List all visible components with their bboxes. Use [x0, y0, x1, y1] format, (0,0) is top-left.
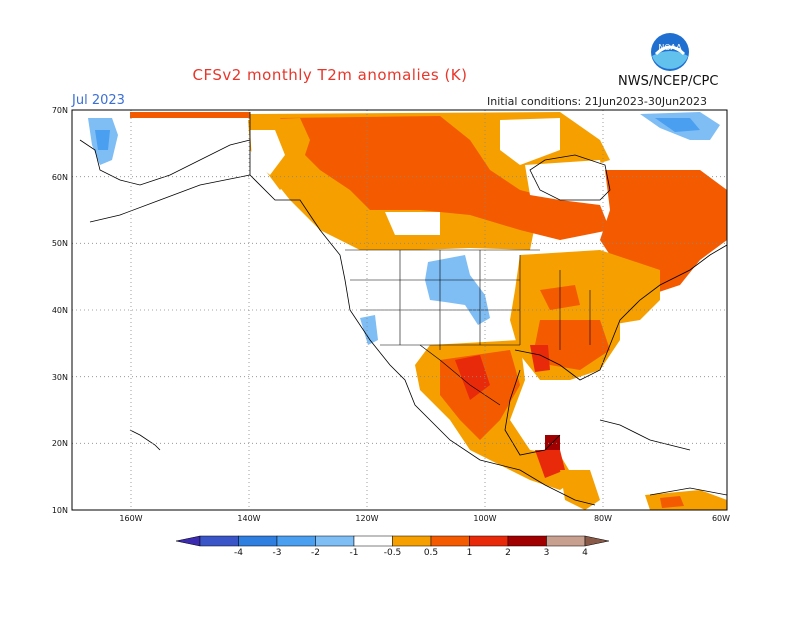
colorbar-swatch — [469, 535, 509, 547]
lat-tick-label: 50N — [52, 239, 68, 248]
colorbar-arrow-low — [175, 535, 201, 547]
lon-ticks: 160W 140W 120W 100W 80W 60W — [119, 514, 730, 523]
colorbar: -4 -3 -2 -1 -0.5 0.5 1 2 3 4 — [175, 535, 610, 558]
lat-tick-label: 30N — [52, 373, 68, 382]
colorbar-swatch — [238, 535, 278, 547]
lat-tick-label: 20N — [52, 439, 68, 448]
colorbar-label: 0.5 — [424, 548, 438, 558]
initial-conditions: Initial conditions: 21Jun2023-30Jun2023 — [487, 95, 708, 108]
colorbar-label: 1 — [467, 548, 473, 558]
map-title: CFSv2 monthly T2m anomalies (K) — [192, 66, 468, 84]
colorbar-label: -1 — [350, 548, 359, 558]
map-frame — [71, 109, 728, 511]
colorbar-label: 2 — [505, 548, 511, 558]
colorbar-swatch — [430, 535, 470, 547]
colorbar-label: -2 — [311, 548, 320, 558]
colorbar-label: 4 — [582, 548, 588, 558]
colorbar-swatch — [392, 535, 432, 547]
anomaly-shading — [88, 112, 727, 510]
colorbar-swatch — [199, 535, 239, 547]
lat-tick-label: 40N — [52, 306, 68, 315]
lat-tick-label: 70N — [52, 106, 68, 115]
colorbar-swatch — [507, 535, 547, 547]
lon-tick-label: 160W — [119, 514, 142, 523]
lon-tick-label: 120W — [355, 514, 378, 523]
colorbar-label: -3 — [273, 548, 282, 558]
colorbar-swatch — [315, 535, 355, 547]
logo-text: NOAA — [658, 43, 682, 52]
colorbar-swatch — [276, 535, 316, 547]
graticule — [72, 110, 727, 510]
colorbar-swatch — [353, 535, 393, 547]
noaa-logo-icon: NOAA — [651, 33, 689, 71]
colorbar-swatch — [546, 535, 586, 547]
lat-ticks: 70N 60N 50N 40N 30N 20N 10N — [52, 106, 68, 515]
lat-tick-label: 60N — [52, 173, 68, 182]
colorbar-label: 3 — [544, 548, 550, 558]
colorbar-label: -0.5 — [384, 548, 402, 558]
lon-tick-label: 100W — [473, 514, 496, 523]
coastlines — [79, 112, 727, 506]
lon-tick-label: 80W — [594, 514, 612, 523]
colorbar-arrow-high — [584, 535, 610, 547]
organization: NWS/NCEP/CPC — [618, 74, 719, 89]
lon-tick-label: 60W — [712, 514, 730, 523]
lon-tick-label: 140W — [237, 514, 260, 523]
lat-tick-label: 10N — [52, 506, 68, 515]
colorbar-label: -4 — [234, 548, 243, 558]
forecast-month: Jul 2023 — [72, 93, 125, 108]
